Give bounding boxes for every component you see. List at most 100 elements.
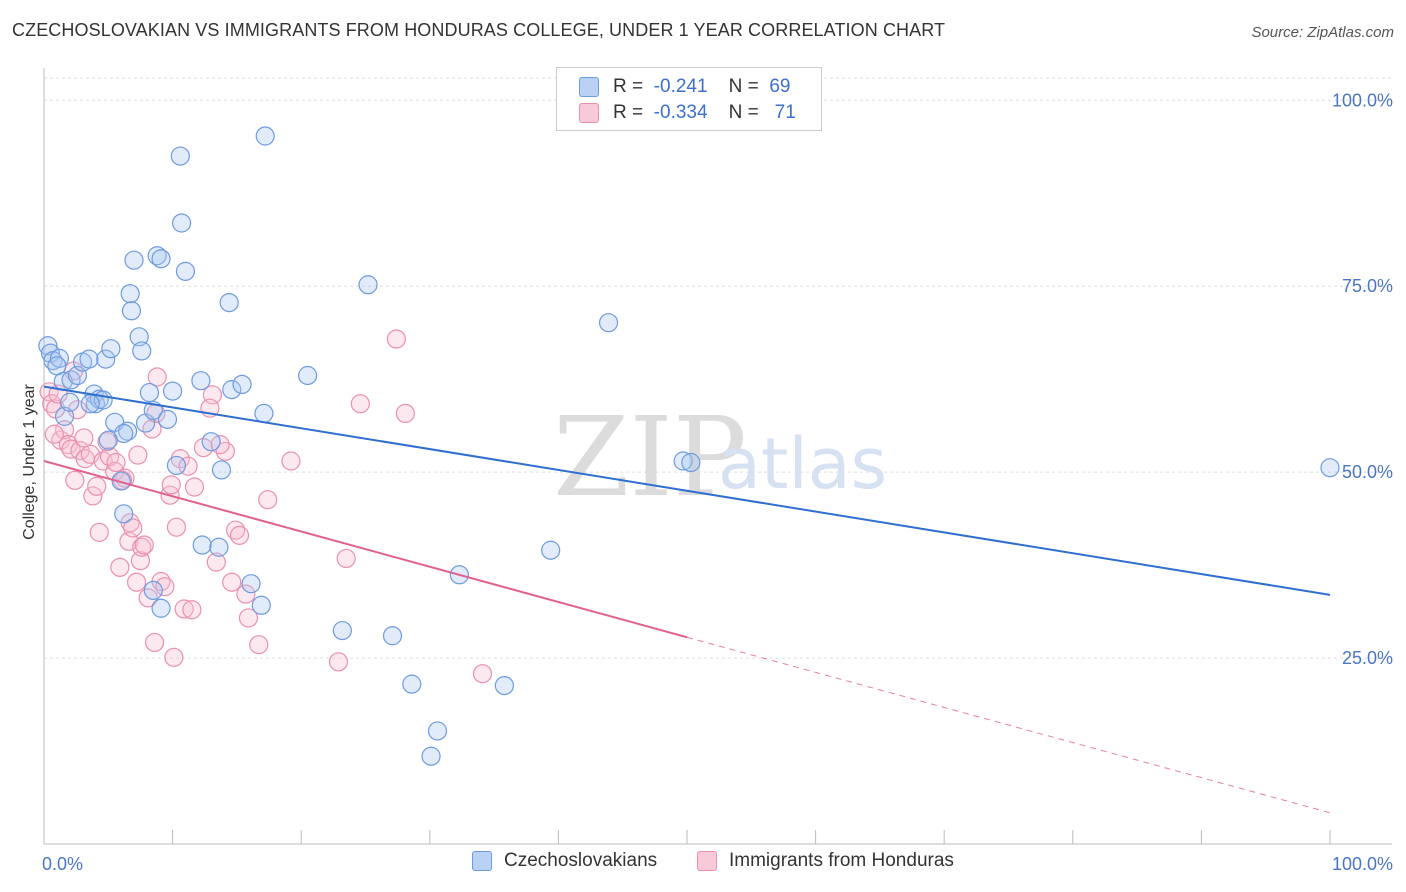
series-honduras-points — [39, 329, 493, 684]
czechoslovakian-point — [166, 455, 187, 476]
y-tick-label: 75.0% — [1342, 276, 1393, 296]
x-tick-label: 100.0% — [1332, 854, 1393, 874]
honduras-point — [83, 486, 103, 506]
czechoslovakian-point — [421, 746, 441, 766]
honduras-point — [395, 403, 415, 424]
legend-row-czechoslovakians: R = -0.241 N = 69 — [579, 76, 790, 100]
czechoslovakian-point — [163, 381, 183, 401]
axes — [43, 68, 1392, 845]
y-tick-label: 100.0% — [1332, 90, 1393, 110]
czechoslovakian-point — [358, 275, 378, 295]
watermark-zip: ZIP — [553, 393, 747, 521]
czechoslovakian-point — [241, 574, 261, 594]
x-tick-labels: 0.0% 100.0% — [42, 854, 1393, 874]
czechoslovakian-point — [1320, 458, 1340, 478]
czechoslovakian-point — [38, 336, 58, 356]
czechoslovakian-point — [232, 374, 252, 394]
honduras-point — [132, 537, 152, 557]
czechoslovakian-point — [211, 460, 232, 480]
czechoslovakian-point — [157, 409, 178, 429]
czechoslovakian-point — [114, 504, 134, 524]
trendlines — [43, 385, 1331, 814]
czechoslovakian-point — [222, 380, 242, 400]
czechoslovakian-point — [121, 301, 142, 321]
bottom-legend-swatch-pink — [697, 850, 717, 871]
czechoslovakian-point — [129, 327, 149, 347]
honduras-point — [472, 664, 493, 684]
honduras-point — [134, 535, 154, 555]
czechoslovakian-point — [60, 392, 80, 412]
czechoslovakian-point — [681, 452, 701, 473]
czechoslovakian-point — [673, 451, 693, 471]
czechoslovakian-point — [172, 213, 192, 233]
honduras-point — [54, 420, 75, 440]
honduras-point — [281, 451, 301, 471]
trendline-czechoslovakians — [43, 385, 1331, 596]
bottom-legend-label: Immigrants from Honduras — [729, 850, 954, 871]
czechoslovakian-point — [143, 580, 163, 601]
legend-r-value: -0.334 — [653, 102, 708, 123]
czechoslovakian-point — [382, 626, 403, 646]
legend-swatch-blue — [579, 76, 599, 97]
czechoslovakian-point — [132, 341, 152, 361]
honduras-point — [44, 424, 64, 444]
watermark-atlas: atlas — [718, 423, 887, 505]
legend-r-label: R = — [613, 102, 644, 123]
czechoslovakian-point — [332, 620, 352, 641]
honduras-point — [258, 490, 278, 510]
czechoslovakian-point — [201, 432, 221, 452]
czechoslovakian-point — [170, 146, 190, 166]
bottom-legend-swatch-blue — [472, 850, 492, 871]
czechoslovakian-point — [151, 598, 171, 618]
honduras-point — [249, 635, 269, 655]
honduras-point — [222, 572, 242, 592]
honduras-point — [236, 584, 256, 604]
chart-title: CZECHOSLOVAKIAN VS IMMIGRANTS FROM HONDU… — [12, 20, 946, 40]
honduras-point — [97, 432, 117, 452]
czechoslovakian-point — [191, 371, 211, 391]
honduras-point — [350, 394, 370, 414]
honduras-point — [336, 548, 356, 569]
honduras-point — [110, 557, 130, 577]
honduras-point — [193, 438, 214, 458]
x-tick-label: 0.0% — [42, 854, 83, 874]
honduras-point — [144, 632, 165, 653]
honduras-point — [386, 329, 406, 349]
czechoslovakian-point — [111, 471, 131, 491]
legend-n-value: 69 — [769, 76, 791, 97]
honduras-point — [238, 608, 259, 628]
y-axis-title: College, Under 1 year — [21, 384, 38, 540]
trendline-honduras-extension — [686, 636, 1331, 814]
czechoslovakian-point — [255, 126, 275, 146]
czechoslovakian-point — [80, 394, 100, 414]
legend-r-label: R = — [613, 76, 644, 97]
czechoslovakian-point — [254, 403, 274, 424]
honduras-point — [328, 652, 349, 672]
czechoslovakian-point — [40, 343, 61, 363]
czechoslovakian-point — [120, 284, 140, 304]
gridlines — [44, 77, 1392, 659]
legend-r-value: -0.241 — [653, 76, 708, 97]
y-tick-labels: 25.0% 50.0% 75.0% 100.0% — [1332, 90, 1393, 668]
czechoslovakian-point — [151, 249, 171, 269]
czechoslovakian-point — [427, 721, 448, 741]
bottom-legend-honduras: Immigrants from Honduras — [697, 850, 954, 872]
czechoslovakian-point — [251, 595, 271, 615]
honduras-point — [89, 522, 109, 542]
y-tick-label: 50.0% — [1342, 462, 1393, 482]
czechoslovakian-point — [98, 430, 118, 450]
honduras-point — [128, 445, 148, 465]
honduras-point — [74, 428, 94, 448]
source-credit: Source: ZipAtlas.com — [1251, 24, 1394, 41]
bottom-legend-label: Czechoslovakians — [504, 850, 658, 871]
honduras-point — [87, 476, 107, 496]
czechoslovakian-point — [175, 261, 196, 281]
legend-n-label: N = — [728, 76, 759, 97]
honduras-point — [65, 470, 85, 490]
honduras-point — [226, 520, 246, 540]
series-czechoslovakians-points — [38, 126, 1340, 766]
czechoslovakian-point — [209, 537, 229, 557]
czechoslovakian-point — [79, 349, 99, 369]
honduras-point — [164, 647, 184, 667]
